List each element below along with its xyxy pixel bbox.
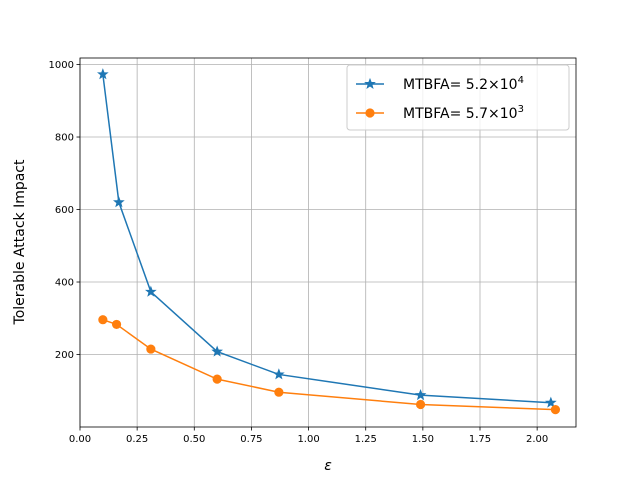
data-point: [145, 285, 157, 297]
series-2: [98, 315, 561, 415]
y-tick-label: 600: [55, 205, 74, 216]
series-line: [102, 319, 556, 411]
data-point: [414, 388, 427, 401]
x-tick-label: 0.25: [126, 434, 148, 445]
series-layer: [97, 68, 561, 415]
data-point: [98, 315, 108, 325]
legend-label-exponent: 3: [518, 104, 524, 115]
x-tick-label: 1.50: [412, 434, 434, 445]
y-tick-label: 400: [55, 278, 74, 289]
legend-label: MTBFA= 5.7×103: [403, 104, 524, 122]
legend: MTBFA= 5.2×104 MTBFA= 5.7×103: [346, 64, 570, 131]
legend-label-text: MTBFA= 5.7×10: [403, 106, 518, 122]
legend-label-text: MTBFA= 5.2×10: [403, 77, 518, 93]
x-tick-label: 2.00: [526, 434, 548, 445]
y-axis-label: Tolerable Attack Impact: [12, 159, 28, 325]
ticks: 0.00 0.25 0.50 0.75 1.00 1.25 1.50 1.75 2.00 200 4…: [49, 60, 549, 445]
data-point: [111, 319, 122, 330]
data-point: [211, 345, 223, 357]
legend-label-exponent: 4: [518, 75, 524, 86]
series-1: [97, 68, 557, 408]
y-tick-label: 200: [55, 350, 74, 361]
x-tick-label: 1.25: [355, 434, 377, 445]
data-point: [545, 396, 557, 408]
y-tick-label: 1000: [49, 60, 74, 71]
plot-frame: [79, 57, 577, 428]
x-tick-label: 1.75: [469, 434, 491, 445]
data-point: [274, 387, 284, 397]
y-tick-label: 800: [55, 133, 74, 144]
x-tick-label: 0.50: [183, 434, 205, 445]
x-axis-label: ε: [324, 458, 332, 474]
data-point: [113, 196, 125, 208]
data-point: [550, 405, 561, 415]
x-tick-label: 0.75: [240, 434, 262, 445]
x-tick-label: 1.00: [297, 434, 319, 445]
legend-marker: [364, 77, 376, 89]
legend-marker: [365, 108, 375, 118]
legend-box: [346, 64, 570, 131]
legend-entry: MTBFA= 5.7×103: [356, 104, 524, 122]
data-point: [146, 344, 156, 354]
data-point: [415, 399, 426, 410]
legend-entry: MTBFA= 5.2×104: [356, 75, 524, 93]
x-tick-label: 0.00: [69, 434, 91, 445]
data-point: [212, 374, 222, 384]
data-point: [273, 368, 285, 380]
data-point: [97, 68, 109, 80]
legend-label: MTBFA= 5.2×104: [403, 75, 524, 93]
